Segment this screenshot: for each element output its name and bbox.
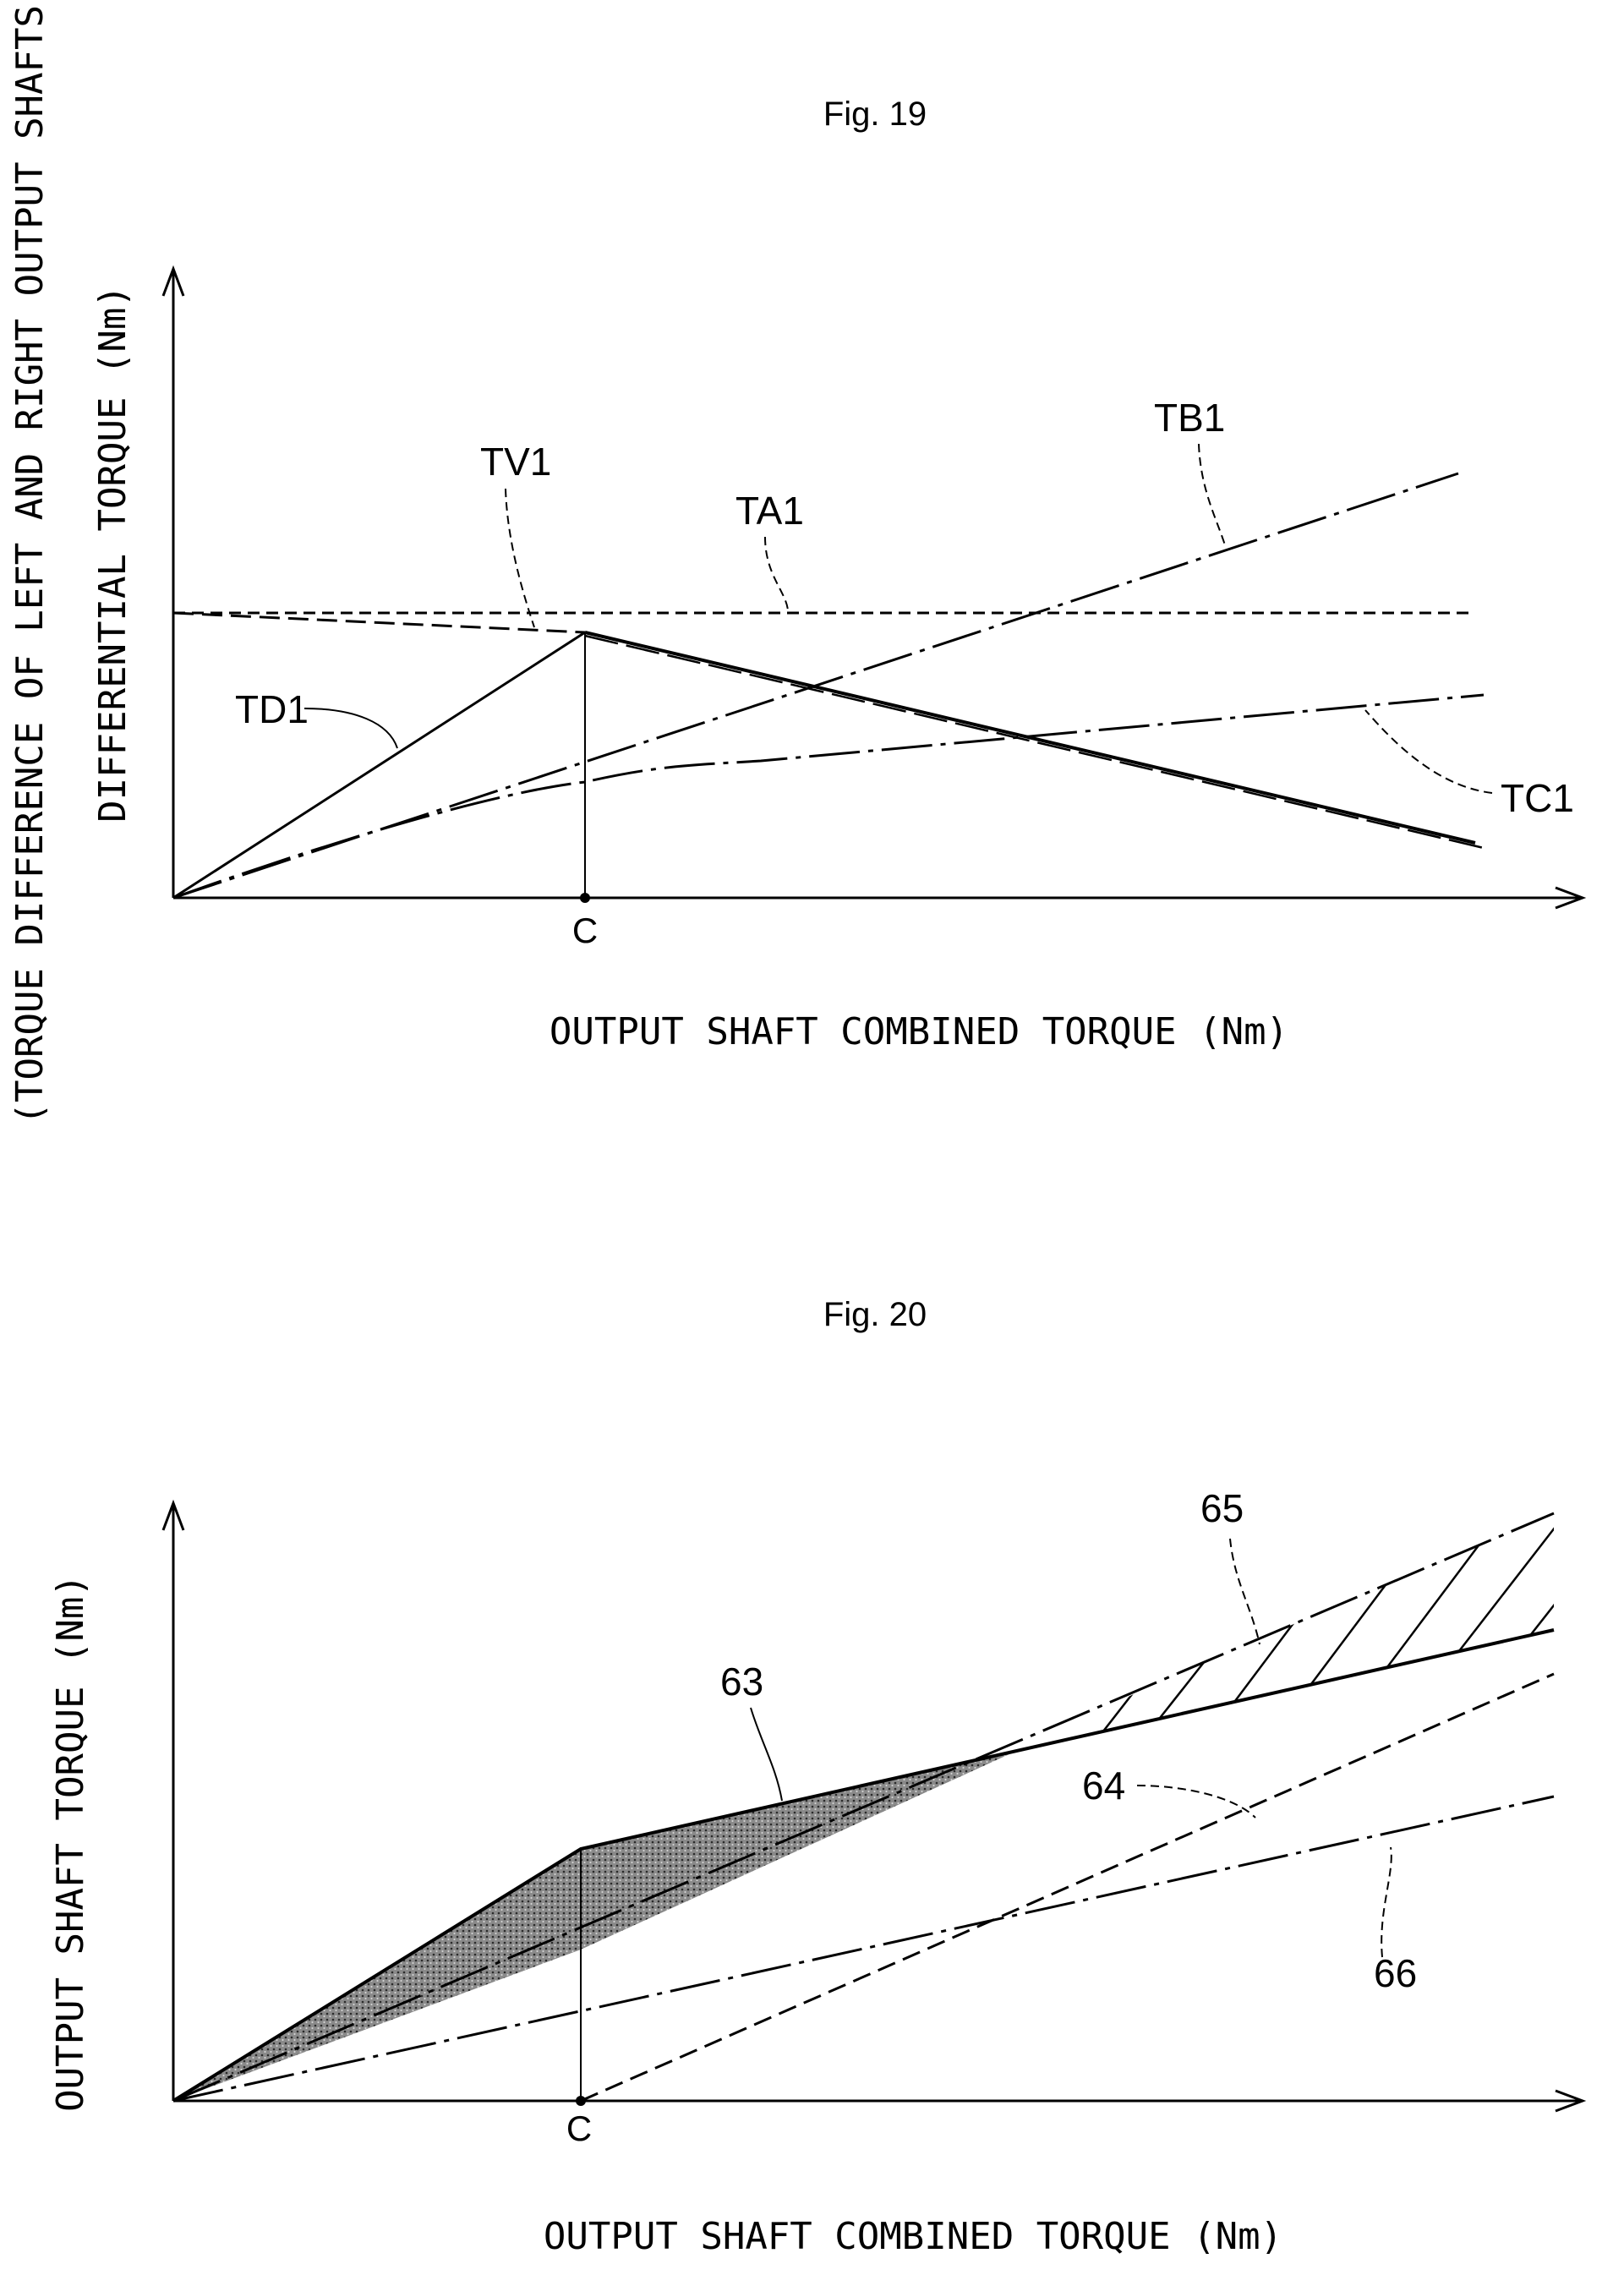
fig20-curve-64 — [580, 1672, 1555, 2103]
fig20-ylabel: OUTPUT SHAFT TORQUE (Nm) — [49, 1574, 92, 2112]
fig19-label-tv1: TV1 — [480, 440, 551, 484]
fig19-curve-tb1 — [172, 472, 1459, 900]
fig20-hatched-region-65 — [1081, 1513, 1554, 1749]
fig19-leader-tc1 — [1364, 709, 1493, 794]
fig20-shaded-region-63 — [173, 1749, 1020, 2101]
fig20-label-63: 63 — [720, 1660, 763, 1704]
fig19-ylabel-inner: DIFFERENTIAL TORQUE (Nm) — [91, 285, 134, 823]
fig20-title: Fig. 20 — [823, 1296, 927, 1333]
fig19-leader-td1 — [303, 708, 398, 749]
fig19-c-tick-label: C — [572, 911, 598, 950]
fig20-leader-65 — [1229, 1538, 1260, 1645]
fig19-label-ta1: TA1 — [735, 489, 804, 533]
fig19-axes — [161, 265, 1587, 910]
fig20-label-66: 66 — [1374, 1951, 1417, 1995]
fig20-c-tick-label: C — [566, 2108, 592, 2148]
fig19-leader-tv1 — [505, 488, 535, 628]
fig20-label-64: 64 — [1082, 1764, 1125, 1807]
fig19-curve-tv1-segment-2 — [584, 631, 1476, 845]
fig19-curve-tv1-segment-1 — [172, 611, 586, 634]
fig19-label-td1: TD1 — [235, 687, 309, 731]
fig19-curve-tc1 — [172, 693, 1485, 900]
fig19-curve-tv1-overlay — [584, 634, 1485, 850]
fig20-curve-66 — [172, 1795, 1555, 2103]
fig19-curve-td1 — [172, 631, 586, 900]
fig19-label-tc1: TC1 — [1501, 776, 1574, 820]
fig19-xlabel: OUTPUT SHAFT COMBINED TORQUE (Nm) — [550, 1010, 1288, 1053]
fig19-y-axis-arrow — [161, 265, 185, 297]
fig19-label-tb1: TB1 — [1154, 396, 1225, 440]
fig20-curve-65 — [172, 1512, 1555, 2103]
fig20-leader-66 — [1381, 1846, 1392, 1958]
fig19-x-axis-arrow — [1555, 886, 1587, 910]
fig20-label-65: 65 — [1200, 1486, 1244, 1530]
fig19-title: Fig. 19 — [823, 96, 927, 133]
fig19-c-point — [580, 893, 590, 903]
fig20-curve-63 — [172, 1628, 1555, 2103]
figure-20: Fig. 20 OUTPUT SHAFT TORQUE (Nm) C — [49, 1296, 1587, 2258]
fig20-leader-64 — [1136, 1785, 1256, 1818]
fig19-leader-ta1 — [764, 536, 789, 611]
fig19-leader-tb1 — [1198, 443, 1227, 549]
fig19-ylabel-outer: (TORQUE DIFFERENCE OF LEFT AND RIGHT OUT… — [8, 0, 52, 1125]
fig20-leader-63 — [750, 1707, 783, 1802]
figure-19: Fig. 19 (TORQUE DIFFERENCE OF LEFT AND R… — [8, 0, 1587, 1125]
fig20-xlabel: OUTPUT SHAFT COMBINED TORQUE (Nm) — [544, 2215, 1282, 2258]
fig20-y-axis-arrow — [161, 1499, 185, 1531]
fig20-x-axis-arrow — [1555, 2089, 1587, 2113]
